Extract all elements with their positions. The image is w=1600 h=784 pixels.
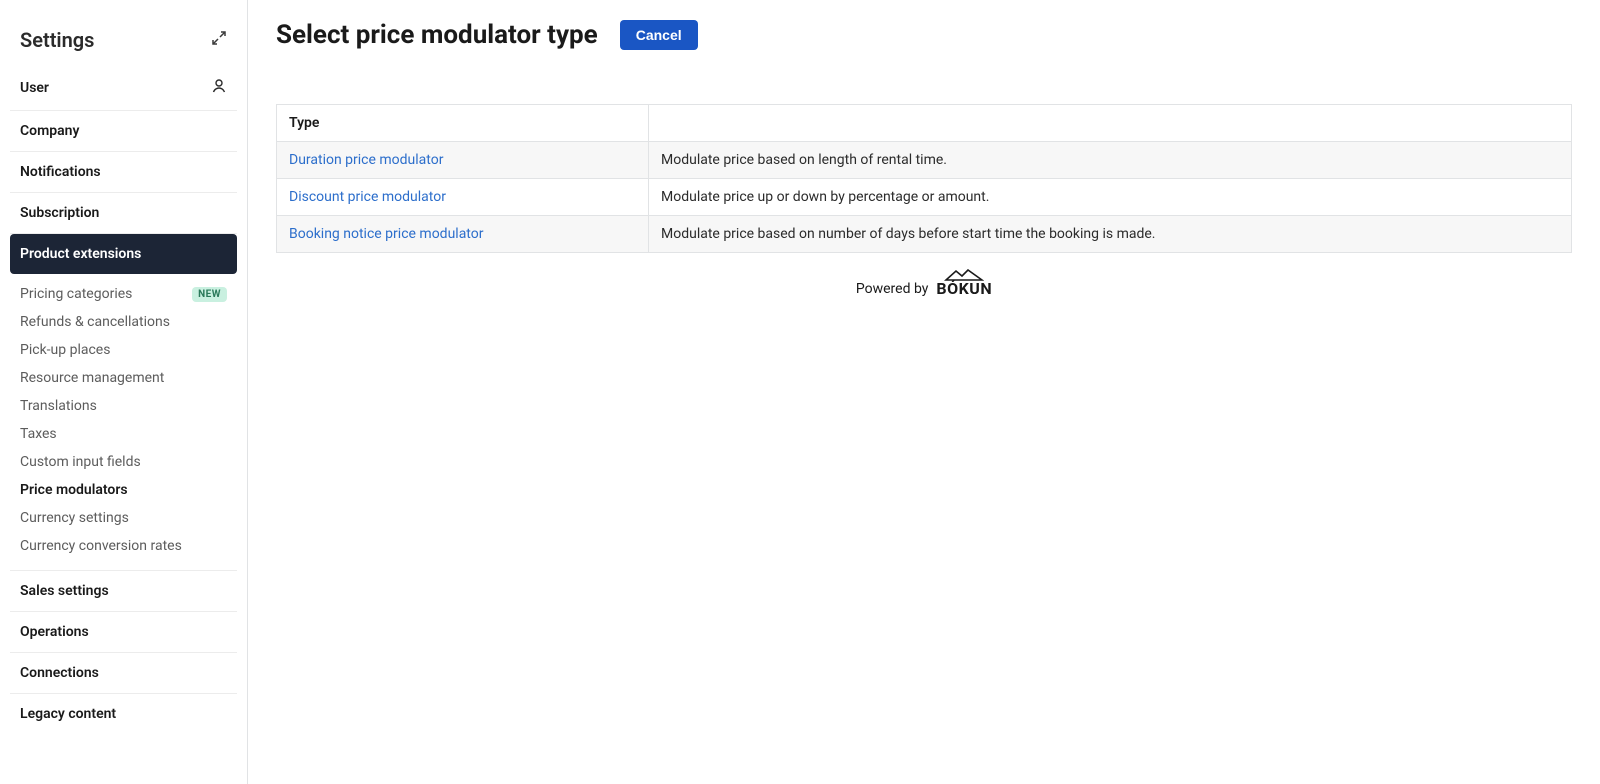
sidebar-header: Settings bbox=[10, 20, 237, 66]
sidebar-item-user[interactable]: User bbox=[10, 66, 237, 111]
sidebar-item-operations[interactable]: Operations bbox=[10, 612, 237, 653]
new-badge: NEW bbox=[192, 287, 227, 302]
sidebar-sub-resource-mgmt[interactable]: Resource management bbox=[10, 364, 237, 392]
sidebar-item-notifications[interactable]: Notifications bbox=[10, 152, 237, 193]
modulator-desc: Modulate price up or down by percentage … bbox=[649, 179, 1572, 216]
sidebar: Settings User Company Notifications Subs… bbox=[0, 0, 248, 784]
modulator-table: Type Duration price modulator Modulate p… bbox=[276, 104, 1572, 253]
sidebar-item-legacy-content[interactable]: Legacy content bbox=[10, 694, 237, 734]
brand-text: BÓKUN bbox=[936, 279, 992, 298]
powered-by-text: Powered by bbox=[856, 281, 929, 297]
sidebar-sub-taxes[interactable]: Taxes bbox=[10, 420, 237, 448]
footer: Powered by BÓKUN bbox=[276, 253, 1572, 298]
sidebar-sub-pickup-places[interactable]: Pick-up places bbox=[10, 336, 237, 364]
brand-logo: BÓKUN bbox=[936, 279, 992, 298]
sidebar-sub-label: Refunds & cancellations bbox=[20, 314, 170, 330]
modulator-desc: Modulate price based on length of rental… bbox=[649, 142, 1572, 179]
modulator-link-discount[interactable]: Discount price modulator bbox=[289, 189, 446, 205]
sidebar-sub-label: Custom input fields bbox=[20, 454, 141, 470]
sidebar-subitems: Pricing categories NEW Refunds & cancell… bbox=[10, 274, 237, 571]
table-header-empty bbox=[649, 105, 1572, 142]
sidebar-sub-label: Resource management bbox=[20, 370, 164, 386]
table-row: Duration price modulator Modulate price … bbox=[277, 142, 1572, 179]
sidebar-item-label: Subscription bbox=[20, 205, 99, 221]
sidebar-sub-currency-conversion[interactable]: Currency conversion rates bbox=[10, 532, 237, 560]
user-icon bbox=[211, 78, 227, 98]
sidebar-sub-price-modulators[interactable]: Price modulators bbox=[10, 476, 237, 504]
sidebar-item-label: Operations bbox=[20, 624, 89, 640]
sidebar-item-company[interactable]: Company bbox=[10, 111, 237, 152]
modulator-desc: Modulate price based on number of days b… bbox=[649, 216, 1572, 253]
sidebar-sub-label: Translations bbox=[20, 398, 97, 414]
sidebar-sub-pricing-categories[interactable]: Pricing categories NEW bbox=[10, 280, 237, 308]
sidebar-item-subscription[interactable]: Subscription bbox=[10, 193, 237, 234]
sidebar-sub-label: Taxes bbox=[20, 426, 57, 442]
sidebar-item-label: Notifications bbox=[20, 164, 101, 180]
sidebar-sub-custom-input[interactable]: Custom input fields bbox=[10, 448, 237, 476]
sidebar-item-sales-settings[interactable]: Sales settings bbox=[10, 571, 237, 612]
sidebar-item-label: Product extensions bbox=[20, 246, 141, 262]
page-header: Select price modulator type Cancel bbox=[276, 20, 1572, 50]
sidebar-item-label: Legacy content bbox=[20, 706, 116, 722]
sidebar-sub-refunds[interactable]: Refunds & cancellations bbox=[10, 308, 237, 336]
cancel-button[interactable]: Cancel bbox=[620, 20, 698, 50]
sidebar-title: Settings bbox=[20, 28, 94, 52]
sidebar-item-label: User bbox=[20, 80, 49, 96]
sidebar-sub-label: Price modulators bbox=[20, 482, 128, 498]
sidebar-sub-label: Currency settings bbox=[20, 510, 129, 526]
sidebar-item-product-extensions[interactable]: Product extensions bbox=[10, 234, 237, 274]
table-row: Booking notice price modulator Modulate … bbox=[277, 216, 1572, 253]
sidebar-sub-label: Currency conversion rates bbox=[20, 538, 182, 554]
table-header-type: Type bbox=[277, 105, 649, 142]
sidebar-sub-translations[interactable]: Translations bbox=[10, 392, 237, 420]
mountain-icon bbox=[944, 269, 984, 281]
modulator-link-duration[interactable]: Duration price modulator bbox=[289, 152, 443, 168]
sidebar-item-label: Sales settings bbox=[20, 583, 109, 599]
sidebar-item-connections[interactable]: Connections bbox=[10, 653, 237, 694]
sidebar-sub-label: Pricing categories bbox=[20, 286, 132, 302]
sidebar-item-label: Connections bbox=[20, 665, 99, 681]
modulator-link-booking-notice[interactable]: Booking notice price modulator bbox=[289, 226, 483, 242]
main-content: Select price modulator type Cancel Type … bbox=[248, 0, 1600, 784]
sidebar-sub-label: Pick-up places bbox=[20, 342, 110, 358]
page-title: Select price modulator type bbox=[276, 20, 598, 50]
expand-icon[interactable] bbox=[211, 30, 227, 50]
table-row: Discount price modulator Modulate price … bbox=[277, 179, 1572, 216]
sidebar-item-label: Company bbox=[20, 123, 79, 139]
sidebar-sub-currency-settings[interactable]: Currency settings bbox=[10, 504, 237, 532]
